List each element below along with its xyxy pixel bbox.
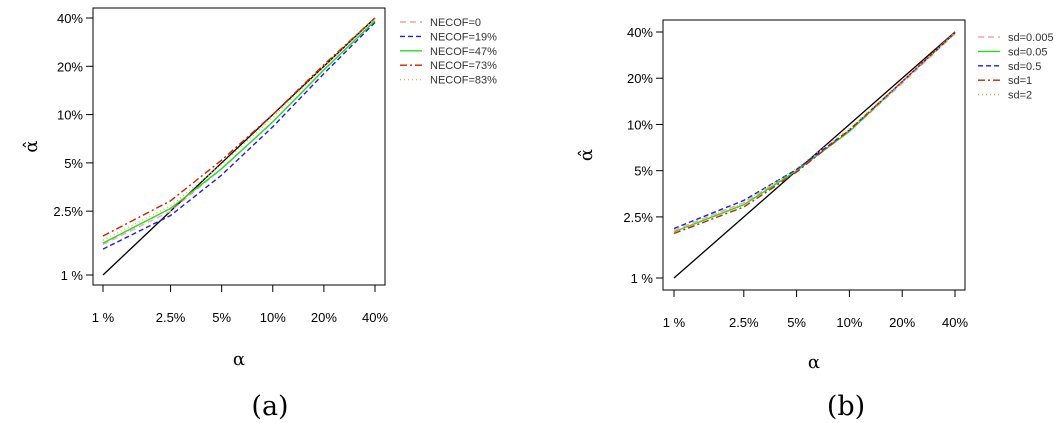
x-tick-label: 1 % bbox=[92, 310, 115, 325]
y-tick-label: 10% bbox=[627, 117, 653, 132]
x-tick-label: 40% bbox=[362, 310, 388, 325]
legend-entry: NECOF=73% bbox=[430, 60, 497, 72]
x-tick-label: 5% bbox=[787, 315, 806, 330]
legend-entry: sd=2 bbox=[1008, 90, 1032, 102]
x-tick-label: 20% bbox=[889, 315, 915, 330]
x-tick-label: 2.5% bbox=[729, 315, 759, 330]
x-axis-label: α bbox=[808, 352, 820, 373]
y-tick-label: 40% bbox=[57, 11, 83, 26]
legend-entry: NECOF=83% bbox=[430, 75, 497, 87]
y-tick-label: 2.5% bbox=[623, 210, 653, 225]
x-axis-label: α bbox=[233, 349, 245, 370]
series-line bbox=[102, 17, 376, 237]
legend-entry: sd=0.5 bbox=[1008, 61, 1041, 73]
legend-entry: NECOF=0 bbox=[430, 17, 481, 29]
series-line bbox=[102, 22, 376, 250]
y-axis-label: α̂ bbox=[576, 149, 597, 161]
y-tick-label: 20% bbox=[57, 59, 83, 74]
series-line bbox=[673, 32, 956, 230]
series-line bbox=[673, 32, 956, 233]
x-tick-label: 5% bbox=[212, 310, 231, 325]
legend-entry: NECOF=19% bbox=[430, 31, 497, 43]
y-tick-label: 5% bbox=[64, 156, 83, 171]
y-tick-label: 2.5% bbox=[53, 204, 83, 219]
panel-caption: (a) bbox=[251, 391, 288, 422]
x-tick-label: 10% bbox=[836, 315, 862, 330]
y-tick-label: 1 % bbox=[631, 271, 654, 286]
y-tick-label: 40% bbox=[627, 25, 653, 40]
series-line bbox=[102, 20, 376, 244]
chart-panel-a: 1 % 2.5% 5% 10% 20% 40% 1 % 2.5% 5% 10% 20% 40% α α̂ N… bbox=[21, 7, 497, 422]
y-axis-label: α̂ bbox=[21, 140, 42, 152]
y-tick-label: 1 % bbox=[61, 268, 84, 283]
legend-entry: sd=1 bbox=[1008, 75, 1032, 87]
x-tick-label: 1 % bbox=[663, 315, 686, 330]
chart-panel-b: 1 % 2.5% 5% 10% 20% 40% 1 % 2.5% 5% 10% 20% 40% α α̂ s… bbox=[576, 19, 1054, 422]
y-tick-label: 20% bbox=[627, 71, 653, 86]
series-line bbox=[102, 18, 376, 241]
plot-frame bbox=[92, 7, 386, 286]
legend-entry: sd=0.05 bbox=[1008, 46, 1047, 58]
x-tick-label: 2.5% bbox=[156, 310, 186, 325]
legend-entry: sd=0.005 bbox=[1008, 32, 1054, 44]
panel-caption: (b) bbox=[827, 391, 865, 422]
series-line bbox=[673, 32, 956, 233]
x-tick-label: 10% bbox=[260, 310, 286, 325]
series-line bbox=[673, 31, 956, 235]
x-tick-label: 40% bbox=[942, 315, 968, 330]
y-tick-label: 10% bbox=[57, 108, 83, 123]
plot-frame bbox=[662, 19, 966, 291]
series-line bbox=[673, 33, 956, 231]
legend-entry: NECOF=47% bbox=[430, 46, 497, 58]
reference-line bbox=[102, 17, 376, 276]
y-tick-label: 5% bbox=[634, 164, 653, 179]
x-tick-label: 20% bbox=[311, 310, 337, 325]
